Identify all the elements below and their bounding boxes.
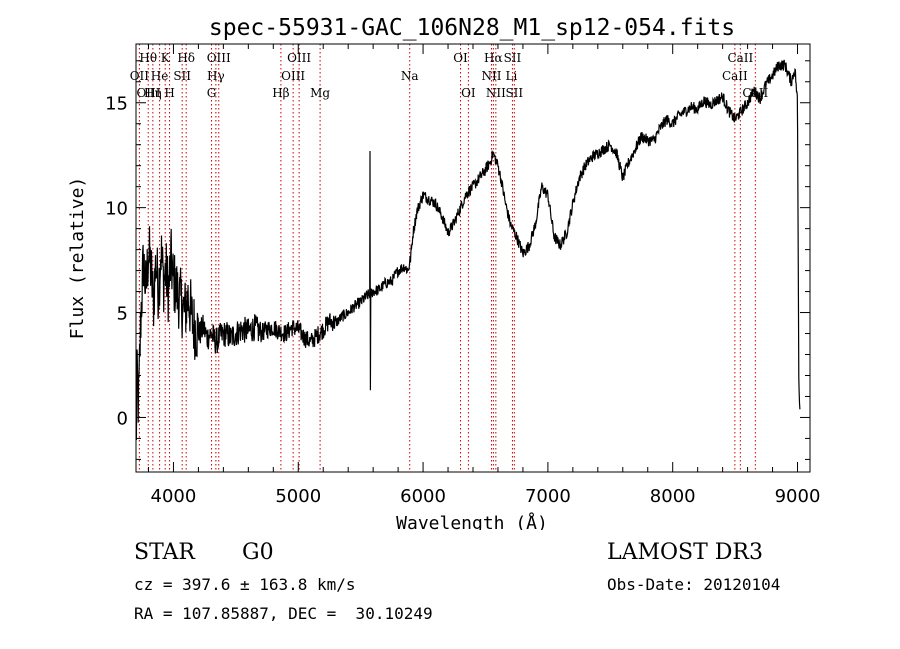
line-label: SII (505, 86, 523, 100)
x-tick-label: 7000 (525, 486, 571, 507)
line-label: Hη (144, 86, 162, 100)
line-label: OI (461, 86, 476, 100)
spectrum-chart: spec-55931-GAC_106N28_M1_sp12-054.fits H… (67, 15, 821, 530)
x-tick-label: 9000 (775, 486, 821, 507)
redshift-text: cz = 397.6 ± 163.8 km/s (134, 575, 356, 594)
x-tick-label: 8000 (650, 486, 696, 507)
line-label: Hβ (272, 86, 289, 100)
line-label: OII (130, 69, 150, 83)
line-label: SII (504, 51, 522, 65)
line-label: OIII (136, 86, 160, 100)
line-label: OIII (287, 51, 311, 65)
y-tick-label: 15 (105, 94, 128, 115)
plot-frame (135, 43, 811, 473)
line-label: NII (481, 69, 501, 83)
line-label: H (164, 86, 174, 100)
line-label: Mg (310, 86, 330, 100)
y-tick-label: 5 (117, 304, 128, 325)
line-label: G (207, 86, 217, 100)
line-label: CaII (722, 69, 748, 83)
y-tick-label: 10 (105, 199, 128, 220)
line-label: NII (486, 86, 506, 100)
line-label: CaII (727, 51, 753, 65)
line-label: Hδ (177, 51, 195, 65)
line-label: SII (173, 69, 191, 83)
coordinates: RA = 107.85887, DEC = 30.10249 (134, 604, 433, 623)
line-markers (138, 44, 756, 472)
line-label: He (151, 69, 169, 83)
y-tick-label: 0 (117, 408, 128, 429)
x-axis: 4000 5000 6000 7000 8000 9000 (147, 44, 821, 507)
line-label: Na (401, 69, 419, 83)
obs-date: Obs-Date: 20120104 (607, 575, 781, 594)
object-class: STAR (134, 540, 195, 565)
line-label: Hα (484, 51, 503, 65)
chart-title: spec-55931-GAC_106N28_M1_sp12-054.fits (209, 15, 735, 41)
x-tick-label: 4000 (151, 486, 197, 507)
x-tick-label: 6000 (400, 486, 446, 507)
x-axis-label: Wavelength (Å) (396, 512, 548, 530)
line-label: OIII (281, 69, 305, 83)
y-axis: 0 5 10 15 (105, 60, 810, 460)
subclass: G0 (242, 540, 274, 565)
line-label: OIII (207, 51, 231, 65)
x-tick-label: 5000 (275, 486, 321, 507)
spectrum-line (135, 59, 801, 441)
y-axis-label: Flux (relative) (67, 177, 88, 340)
line-label: Hγ (207, 69, 225, 83)
survey-name: LAMOST DR3 (607, 540, 763, 565)
line-label: Hθ (139, 51, 157, 65)
line-labels: Hθ OII OIII K He Hη Hδ SII H OIII Hγ G OIII OIII Hβ Mg N… (130, 51, 769, 100)
line-label: OI (453, 51, 468, 65)
line-label: K (161, 51, 171, 65)
line-label: Li (506, 69, 518, 83)
